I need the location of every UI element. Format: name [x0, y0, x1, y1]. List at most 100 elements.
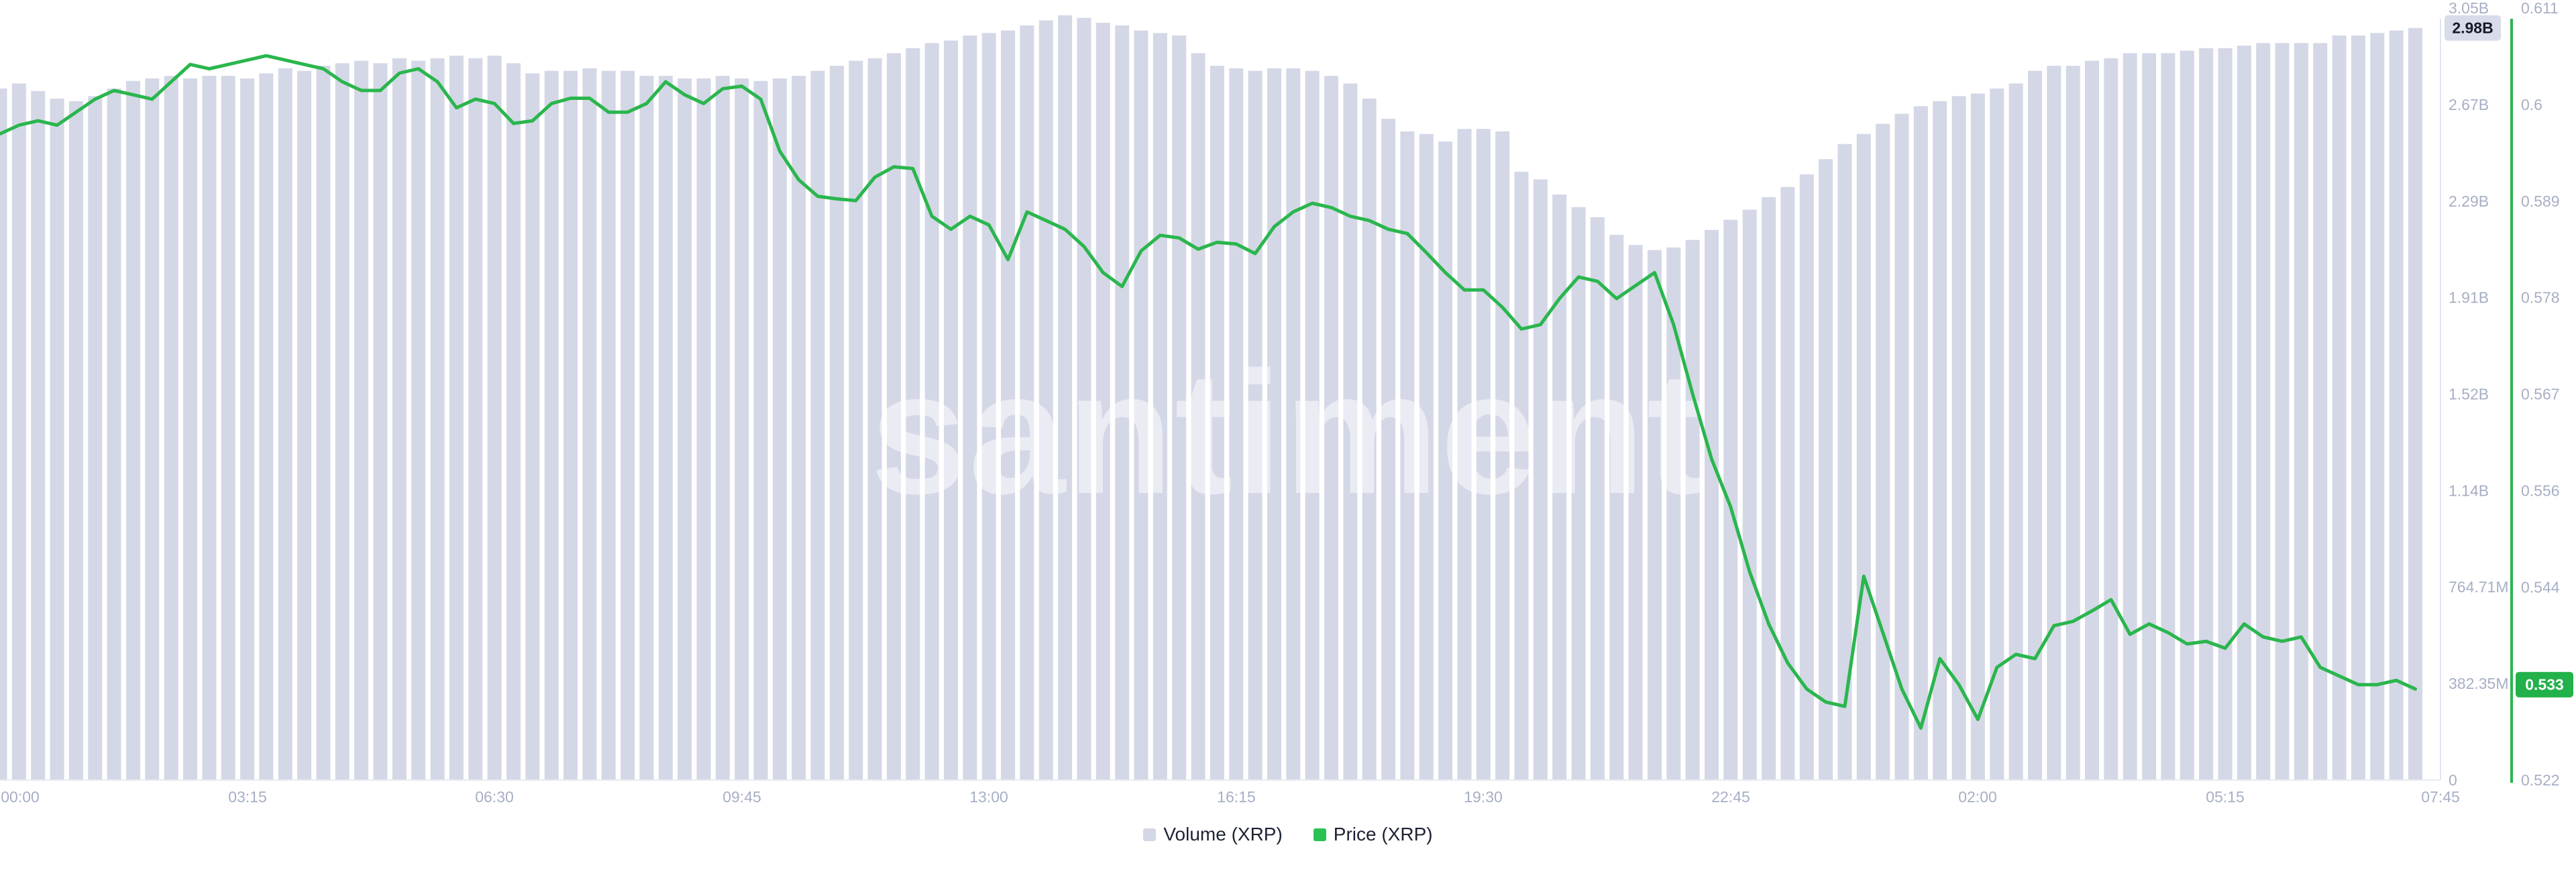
volume-bar [1762, 197, 1776, 780]
volume-bar [1933, 101, 1947, 781]
volume-bar [1970, 93, 1985, 780]
price-tick-label: 0.611 [2521, 0, 2559, 17]
volume-bar [525, 73, 540, 780]
volume-bar [1362, 99, 1377, 780]
legend-item-volume[interactable]: Volume (XRP) [1143, 824, 1283, 845]
volume-bar [2332, 35, 2347, 780]
time-tick-label: 07:45 [2421, 788, 2460, 806]
volume-bar [1723, 219, 1738, 781]
time-tick-label: 05:15 [2206, 788, 2245, 806]
volume-bar [849, 60, 863, 781]
volume-bar [735, 78, 749, 780]
volume-bar [2294, 43, 2308, 781]
legend-item-price[interactable]: Price (XRP) [1313, 824, 1433, 845]
svg-text:2.98B: 2.98B [2452, 19, 2493, 37]
volume-bar [1172, 35, 1187, 780]
volume-tick-label: 3.05B [2449, 0, 2489, 17]
volume-bar [278, 68, 292, 780]
time-tick-label: 19:30 [1464, 788, 1503, 806]
volume-bar [1666, 248, 1681, 780]
volume-bar [1495, 131, 1510, 780]
volume-bar [753, 80, 768, 781]
volume-bar [1742, 209, 1757, 781]
volume-bar [906, 48, 920, 780]
volume-bar [373, 63, 388, 780]
volume-bar [2085, 60, 2099, 781]
time-tick-label: 09:45 [722, 788, 761, 806]
volume-bar [1058, 15, 1073, 780]
volume-bar [50, 99, 64, 780]
volume-bar [867, 58, 882, 780]
volume-bar [1590, 217, 1605, 780]
volume-bar [164, 76, 178, 781]
volume-bar [2351, 35, 2365, 780]
price-tick-label: 0.522 [2521, 771, 2560, 789]
santiment-watermark: santiment [870, 336, 1706, 531]
volume-bar [354, 60, 369, 781]
volume-bar [1077, 17, 1091, 781]
volume-bar [1267, 68, 1281, 780]
volume-bar [2313, 43, 2328, 781]
volume-bar [1343, 83, 1358, 780]
volume-bar [696, 78, 711, 780]
time-tick-label: 22:45 [1711, 788, 1750, 806]
volume-bar [2237, 46, 2251, 780]
volume-bar [2008, 83, 2023, 780]
volume-bar [1552, 195, 1567, 780]
volume-bar [1152, 33, 1167, 781]
volume-bar [2256, 43, 2271, 781]
volume-bar [2065, 66, 2080, 781]
volume-bar [1095, 23, 1110, 781]
volume-bar [316, 66, 331, 781]
price-line-series[interactable] [0, 54, 2417, 730]
volume-bar [772, 78, 787, 780]
volume-bar [2161, 53, 2176, 780]
volume-bar [1837, 144, 1852, 780]
volume-bar [11, 83, 26, 780]
volume-bar [297, 70, 312, 781]
volume-tick-label: 382.35M [2449, 675, 2509, 692]
volume-bar [963, 35, 977, 780]
time-tick-label: 16:15 [1217, 788, 1256, 806]
volume-bar [1780, 186, 1795, 780]
volume-bar [430, 58, 445, 780]
volume-swatch-icon [1143, 828, 1157, 841]
volume-bars-series[interactable] [0, 15, 2422, 781]
volume-bar [582, 68, 597, 780]
volume-bar [183, 78, 197, 780]
price-tick-label: 0.589 [2521, 193, 2560, 210]
volume-tick-label: 2.29B [2449, 193, 2489, 210]
volume-bar [487, 56, 502, 780]
volume-bar [31, 91, 46, 781]
volume-bar [2275, 43, 2290, 781]
volume-bar [1609, 235, 1624, 780]
volume-bar [1191, 53, 1205, 780]
volume-bar [202, 76, 217, 781]
volume-bar [1951, 96, 1966, 781]
volume-bar [240, 78, 255, 780]
price-tick-label: 0.578 [2521, 289, 2560, 307]
volume-tick-label: 0 [2449, 771, 2457, 789]
volume-bar [1628, 245, 1643, 780]
chart-legend: Volume (XRP) Price (XRP) [0, 824, 2576, 845]
volume-tick-label: 2.67B [2449, 96, 2489, 113]
volume-tick-label: 1.14B [2449, 482, 2489, 499]
volume-bar [1894, 113, 1909, 781]
volume-bar [2370, 33, 2385, 781]
volume-bar [2123, 53, 2137, 780]
volume-bar [1038, 20, 1053, 780]
volume-tick-label: 1.91B [2449, 289, 2489, 307]
volume-bar [1819, 159, 1833, 781]
volume-bar [2028, 70, 2042, 781]
volume-bar [1324, 76, 1338, 781]
volume-bar [2199, 48, 2214, 780]
volume-bar [1705, 229, 1719, 780]
volume-bar [449, 56, 464, 780]
volume-bar [1856, 133, 1871, 780]
volume-bar [1134, 30, 1148, 780]
volume-bar [1001, 30, 1016, 780]
volume-bar [1438, 142, 1453, 780]
volume-bar [2218, 48, 2233, 780]
volume-bar [2104, 58, 2118, 780]
